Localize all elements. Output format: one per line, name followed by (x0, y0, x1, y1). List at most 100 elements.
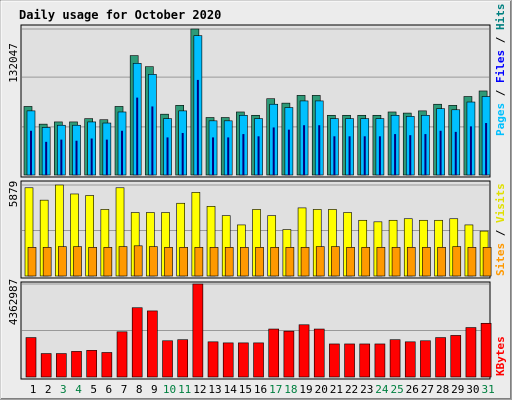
pages-bar (151, 106, 154, 175)
pages-bar (196, 79, 199, 175)
kbytes-bar (116, 331, 128, 378)
x-tick-label: 14 (224, 383, 238, 396)
pages-bar (378, 136, 381, 175)
kbytes-bar (147, 310, 158, 378)
kbytes-bar (480, 322, 492, 378)
pages-bar (90, 138, 93, 175)
legend-visits: Visits (494, 183, 507, 223)
pages-bar (485, 123, 488, 175)
sites-bar (149, 246, 158, 277)
kbytes-bar (404, 341, 416, 378)
sites-bar (179, 247, 188, 277)
sites-bar (27, 247, 37, 277)
x-tick-label: 31 (481, 383, 494, 396)
kbytes-bar (207, 341, 219, 378)
pages-bar (60, 139, 63, 175)
sites-bar (391, 247, 401, 277)
x-tick-label: 12 (193, 383, 206, 396)
sites-bar (331, 246, 340, 277)
x-tick-label: 1 (30, 383, 37, 396)
visits-legend: Sites / Visits (494, 183, 507, 276)
pages-bar (454, 131, 457, 175)
pages-bar (30, 130, 32, 175)
kbytes-bar (177, 339, 188, 378)
x-tick-label: 24 (375, 383, 389, 396)
kbytes-bar (131, 307, 143, 378)
x-tick-label: 25 (390, 383, 403, 396)
sites-bar (255, 247, 264, 277)
sites-bar (240, 247, 249, 277)
x-tick-label: 5 (90, 383, 97, 396)
x-tick-label: 9 (151, 383, 158, 396)
kbytes-bar (329, 343, 340, 378)
sites-bar (452, 246, 462, 277)
sites-bar (422, 247, 431, 277)
sites-bar (467, 247, 477, 277)
sites-bar (58, 246, 67, 277)
kbytes-max-label: 4362987 (7, 279, 20, 325)
kbytes-bar (465, 327, 477, 378)
kbytes-bar (222, 342, 234, 378)
svg-text:Pages / Files / Hits: Pages / Files / Hits (494, 4, 507, 137)
x-tick-label: 8 (136, 383, 143, 396)
hits-legend: Pages / Files / Hits (494, 4, 507, 137)
kbytes-bar (344, 343, 355, 378)
kbytes-bar (238, 342, 249, 378)
x-axis-labels: 1 2 3 4 5 6 7 8 9 10 11 12 13 14 15 16 17 18 19 20 21 22 23 24 2… (30, 383, 495, 396)
legend-files: Files (494, 50, 507, 83)
kbytes-bar (435, 337, 446, 378)
kbytes-bar (420, 340, 431, 378)
sites-bar (406, 247, 416, 277)
pages-bar (333, 136, 336, 175)
sites-bar (194, 247, 204, 277)
hits-max-label: 132047 (7, 43, 20, 83)
pages-bar (318, 125, 321, 175)
x-tick-label: 29 (451, 383, 464, 396)
x-tick-label: 22 (345, 383, 358, 396)
x-tick-label: 23 (360, 383, 373, 396)
sites-bar (42, 247, 52, 277)
x-tick-label: 20 (315, 383, 328, 396)
pages-bar (424, 134, 427, 175)
kbytes-bar (389, 339, 401, 378)
sites-bar (270, 247, 280, 277)
sites-bar (224, 247, 234, 277)
pages-bar (136, 97, 139, 175)
x-tick-label: 30 (466, 383, 479, 396)
kbytes-bar (313, 328, 325, 378)
pages-bar (227, 137, 230, 175)
pages-bar (45, 141, 48, 175)
kbytes-bar (192, 283, 204, 378)
x-tick-label: 28 (436, 383, 449, 396)
x-tick-label: 18 (284, 383, 297, 396)
pages-bar (303, 125, 306, 175)
pages-bar (348, 136, 351, 175)
pages-bar (394, 134, 397, 175)
visits-max-label: 5879 (7, 181, 20, 208)
kbytes-bar (298, 324, 310, 378)
sites-bar (437, 247, 446, 277)
sites-bar (164, 247, 173, 277)
chart-marks (22, 28, 492, 378)
pages-bar (121, 130, 124, 175)
sites-bar (346, 247, 355, 277)
x-tick-label: 4 (75, 383, 82, 396)
pages-bar (105, 139, 108, 175)
chart-title: Daily usage for October 2020 (19, 8, 221, 22)
sites-bar (88, 247, 97, 277)
kbytes-legend: KBytes (494, 336, 507, 376)
pages-bar (439, 130, 442, 175)
kbytes-bar (283, 330, 295, 378)
sites-bar (361, 247, 371, 277)
x-tick-label: 15 (239, 383, 252, 396)
pages-bar (242, 134, 245, 175)
x-tick-label: 21 (330, 383, 343, 396)
kbytes-bar (56, 353, 67, 378)
pages-bar (75, 140, 78, 175)
kbytes-bar (450, 335, 462, 378)
x-tick-label: 26 (406, 383, 419, 396)
kbytes-bar (101, 352, 113, 378)
kbytes-bar (25, 337, 37, 378)
